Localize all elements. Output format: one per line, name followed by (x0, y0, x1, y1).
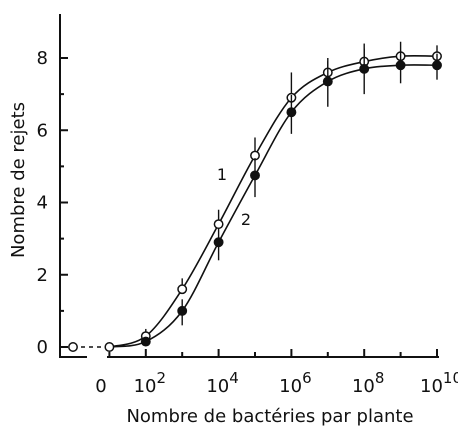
y-tick-label: 6 (37, 120, 48, 141)
series-2-filled-point (287, 108, 295, 116)
series-1-label: 1 (217, 165, 227, 184)
series-2-filled-point (251, 171, 259, 179)
series-2-filled-point (178, 307, 186, 315)
y-tick-label: 0 (37, 337, 48, 358)
x-tick-label: 108 (352, 369, 384, 397)
data-points (69, 42, 441, 351)
series-2-filled-point (214, 238, 222, 246)
y-tick-label: 2 (37, 265, 48, 286)
series-1-open-point (178, 285, 186, 293)
x-tick-label: 0 (95, 376, 106, 397)
series-1-open-point (214, 220, 222, 228)
fitted-curves (73, 56, 437, 347)
series-2-filled-point (396, 61, 404, 69)
series-1-curve (109, 56, 437, 347)
y-tick-label: 8 (37, 48, 48, 69)
y-tick-label: 4 (37, 193, 48, 214)
y-axis-title: Nombre de rejets (8, 102, 29, 258)
series-2-curve (109, 65, 437, 347)
series-2-filled-point (324, 77, 332, 85)
series-1-open-point (105, 343, 113, 351)
series-2-filled-point (360, 65, 368, 73)
series-2-label: 2 (241, 210, 251, 229)
x-tick-label: 102 (134, 369, 166, 397)
series-2-filled-point (142, 337, 150, 345)
x-tick-label: 104 (206, 369, 238, 397)
series-1-open-point (69, 343, 77, 351)
labels: 0 2 4 6 8 0 102 104 106 108 1010 Nombre de bactérie… (8, 48, 458, 427)
x-tick-label: 1010 (420, 369, 458, 397)
x-axis-title: Nombre de bactéries par plante (126, 406, 413, 427)
series-2-filled-point (433, 61, 441, 69)
x-tick-label: 106 (279, 369, 311, 397)
